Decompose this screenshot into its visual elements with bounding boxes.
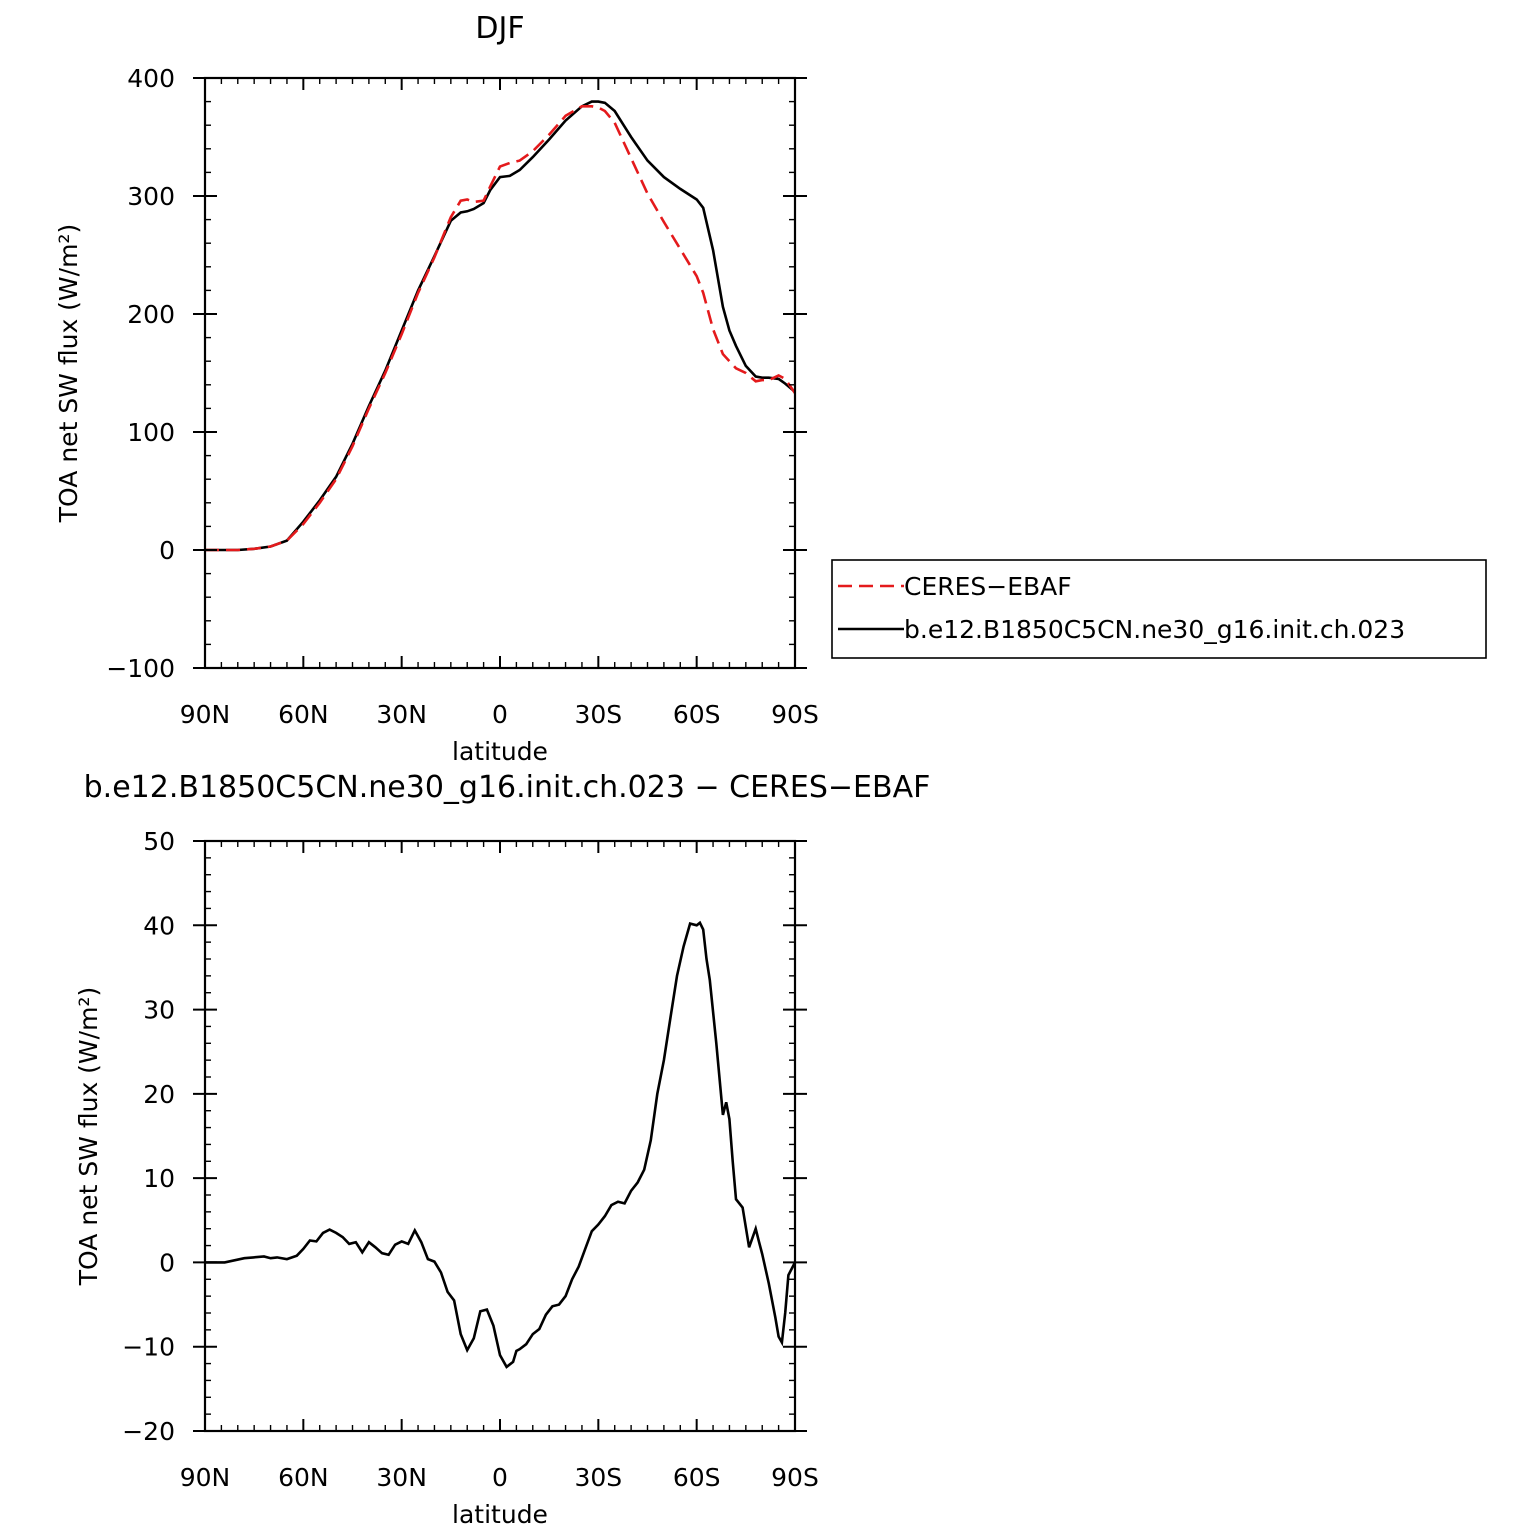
top-y-axis-title: TOA net SW flux (W/m²) [54, 224, 83, 523]
top-series-observed-line [205, 105, 795, 552]
top-plot-frame [203, 76, 797, 670]
x-tick-label: 60S [673, 700, 721, 729]
bottom-y-axis-title: TOA net SW flux (W/m²) [74, 987, 103, 1286]
y-tick-label: 20 [143, 1080, 175, 1109]
legend-observed-label: CERES−EBAF [904, 572, 1072, 601]
y-tick-label: 400 [127, 64, 175, 93]
y-tick-label: 0 [159, 536, 175, 565]
x-tick-label: 30N [376, 700, 427, 729]
legend-model-label: b.e12.B1850C5CN.ne30_g16.init.ch.023 [904, 615, 1405, 644]
y-tick-label: 10 [143, 1164, 175, 1193]
bottom-plot-frame [203, 839, 797, 1433]
top-series-model-line [205, 100, 795, 552]
y-tick-label: 300 [127, 182, 175, 211]
x-tick-label: 0 [492, 1463, 508, 1492]
x-tick-label: 30N [376, 1463, 427, 1492]
top-x-axis-title: latitude [452, 737, 548, 766]
y-tick-label: −10 [122, 1333, 175, 1362]
top-plot-series [205, 100, 795, 552]
x-tick-label: 60N [278, 700, 329, 729]
x-tick-label: 90N [180, 1463, 231, 1492]
x-tick-label: 60N [278, 1463, 329, 1492]
x-tick-label: 30S [574, 1463, 622, 1492]
y-tick-label: −100 [106, 654, 175, 683]
y-tick-label: 50 [143, 827, 175, 856]
x-tick-label: 0 [492, 700, 508, 729]
y-tick-label: 0 [159, 1248, 175, 1277]
top-plot-ticks: 90N 60N 30N 0 30S 60S 90S 400 300 200 100 0 −100 [106, 64, 819, 729]
legend-box [831, 559, 1487, 659]
x-tick-label: 90S [771, 700, 819, 729]
y-tick-label: 200 [127, 300, 175, 329]
x-tick-label: 90S [771, 1463, 819, 1492]
top-panel: DJF 90N 60N 30N 0 30S 60S 90S 400 300 200 100 0 −100… [54, 11, 819, 766]
y-tick-label: −20 [122, 1417, 175, 1446]
bottom-panel-title: b.e12.B1850C5CN.ne30_g16.init.ch.023 − C… [84, 770, 931, 805]
y-tick-label: 100 [127, 418, 175, 447]
bottom-x-axis-title: latitude [452, 1500, 548, 1529]
x-tick-label: 60S [673, 1463, 721, 1492]
top-panel-title: DJF [475, 11, 524, 46]
bottom-plot-series [205, 920, 795, 1369]
bottom-plot-ticks: 90N 60N 30N 0 30S 60S 90S 50 40 30 20 10 0 −10 −20 [122, 827, 819, 1492]
bottom-series-difference-line [205, 920, 795, 1369]
bottom-panel: b.e12.B1850C5CN.ne30_g16.init.ch.023 − C… [74, 770, 930, 1529]
x-tick-label: 30S [574, 700, 622, 729]
y-tick-label: 30 [143, 996, 175, 1025]
legend: CERES−EBAF b.e12.B1850C5CN.ne30_g16.init… [831, 559, 1487, 659]
y-tick-label: 40 [143, 911, 175, 940]
x-tick-label: 90N [180, 700, 231, 729]
